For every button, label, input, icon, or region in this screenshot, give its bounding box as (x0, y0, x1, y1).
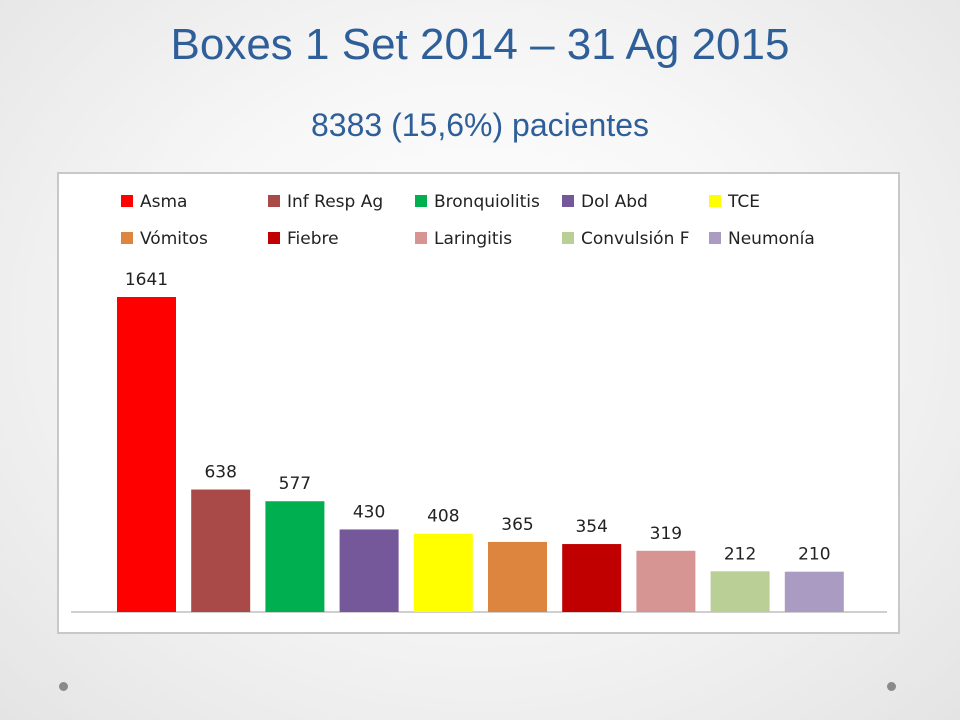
legend-label: Dol Abd (581, 192, 648, 212)
bar-asma (117, 297, 176, 612)
legend-label: Vómitos (140, 229, 208, 249)
legend-label: Laringitis (434, 229, 512, 249)
bar-laringitis (636, 550, 696, 612)
bar-inf-resp-ag (191, 489, 251, 612)
bar-neumon-a (784, 571, 844, 612)
chart-area: Asma Inf Resp Ag Bronquiolitis Dol Abd TCE Vó… (57, 172, 900, 634)
legend-swatch (709, 195, 721, 207)
data-label: 408 (427, 507, 459, 527)
data-label: 319 (650, 524, 682, 544)
data-label: 430 (353, 502, 385, 522)
slide-subtitle: 8383 (15,6%) pacientes (311, 107, 649, 143)
legend-swatch (121, 232, 133, 244)
legend-label: TCE (727, 192, 760, 212)
legend-swatch (121, 195, 133, 207)
bar-convulsi-n-f (710, 571, 770, 612)
legend-label: Bronquiolitis (434, 192, 540, 212)
data-label: 354 (575, 517, 607, 537)
right-decorative-dot (887, 682, 896, 691)
data-label: 1641 (125, 270, 168, 290)
data-label: 365 (501, 515, 533, 535)
bar-v-mitos (488, 541, 547, 612)
legend-swatch (268, 232, 280, 244)
legend-swatch (415, 232, 427, 244)
legend-swatch (268, 195, 280, 207)
legend-swatch (562, 232, 574, 244)
bar-tce (413, 533, 473, 612)
legend-swatch (709, 232, 721, 244)
legend-swatch (415, 195, 427, 207)
legend-label: Convulsión F (581, 229, 690, 249)
bar-dol-abd (339, 529, 399, 612)
data-label: 212 (724, 544, 756, 564)
bar-bronquiolitis (265, 501, 325, 612)
data-label: 638 (204, 463, 236, 483)
bar-fiebre (562, 544, 622, 612)
data-label: 210 (798, 545, 830, 565)
left-decorative-dot (59, 682, 68, 691)
bar-chart: Asma Inf Resp Ag Bronquiolitis Dol Abd TCE Vó… (71, 192, 887, 613)
legend-label: Fiebre (287, 229, 339, 249)
legend-label: Inf Resp Ag (287, 192, 383, 212)
data-label: 577 (279, 474, 311, 494)
legend-label: Asma (140, 192, 187, 212)
slide-title: Boxes 1 Set 2014 – 31 Ag 2015 (170, 20, 790, 69)
legend-swatch (562, 195, 574, 207)
legend-label: Neumonía (728, 229, 815, 249)
